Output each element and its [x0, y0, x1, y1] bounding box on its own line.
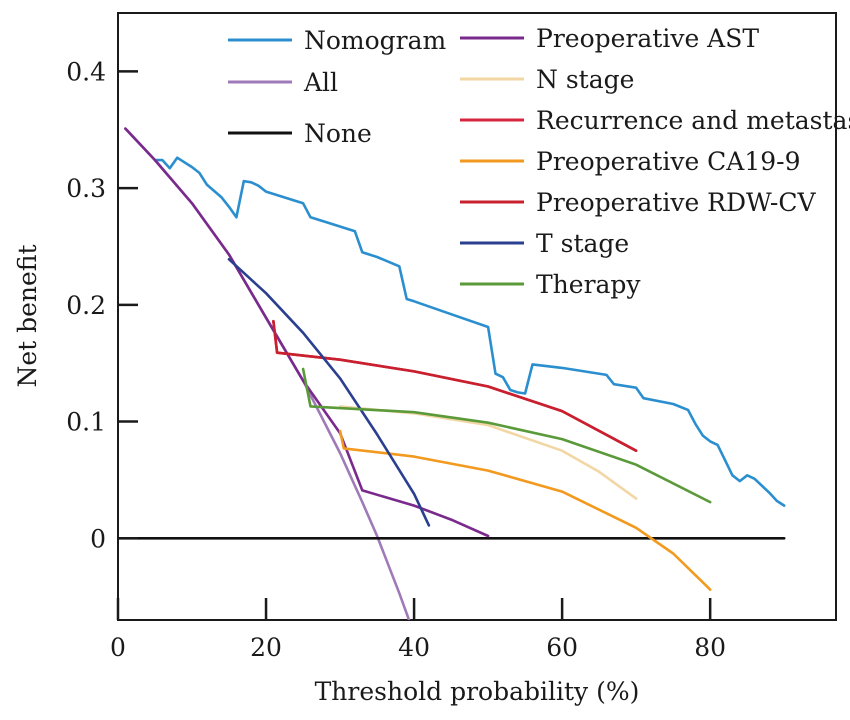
legend-label: All: [303, 68, 338, 97]
legend-item-preoperative-rdw-cv: Preoperative RDW-CV: [460, 188, 816, 217]
y-tick-label: 0.4: [66, 57, 106, 86]
series-line-nomogram: [153, 156, 786, 507]
legend-item-n-stage: N stage: [460, 65, 634, 94]
x-axis-title: Threshold probability (%): [315, 677, 640, 706]
legend-item-preoperative-ast: Preoperative AST: [460, 24, 759, 53]
x-tick-label: 20: [250, 633, 282, 662]
legend-label: Preoperative CA19-9: [536, 147, 801, 176]
plot-frame: [117, 12, 837, 621]
legend-label: Therapy: [536, 270, 641, 299]
series-line-preoperative-ast: [124, 127, 490, 538]
y-tick-label: 0.2: [66, 291, 106, 320]
x-tick-label: 80: [694, 633, 726, 662]
legend-item-t-stage: T stage: [460, 229, 629, 258]
y-ticks: 0 0.1 0.2 0.3 0.4: [66, 57, 138, 553]
series-line-therapy: [301, 367, 712, 504]
legend-label: Preoperative RDW-CV: [536, 188, 816, 217]
x-tick-label: 0: [110, 633, 126, 662]
legend-label: N stage: [536, 65, 634, 94]
x-tick-label: 60: [546, 633, 578, 662]
legend-item-therapy: Therapy: [460, 270, 641, 299]
legend-label: None: [304, 119, 372, 148]
legend-item-recurrence-and-metastasis: Recurrence and metastasis: [460, 106, 850, 135]
series-line-preoperative-rdw-cv: [272, 319, 638, 452]
y-tick-label: 0.3: [66, 174, 106, 203]
series-line-all: [124, 127, 411, 620]
x-ticks: 0 20 40 60 80: [110, 598, 726, 662]
legend-item-preoperative-ca19-9: Preoperative CA19-9: [460, 147, 801, 176]
series-line-preoperative-ca19-9: [338, 429, 712, 591]
y-tick-label: 0: [90, 524, 106, 553]
legend-label: Recurrence and metastasis: [536, 106, 850, 135]
legend-label: Preoperative AST: [536, 24, 759, 53]
legend: Nomogram All None Preoperative AST N stage Re…: [228, 24, 850, 299]
legend-label: T stage: [536, 229, 629, 258]
legend-item-all: All: [228, 68, 338, 97]
series-layer: [118, 127, 786, 620]
legend-item-none: None: [228, 119, 372, 148]
y-axis-title: Net benefit: [13, 244, 42, 387]
legend-label: Nomogram: [304, 26, 447, 55]
y-tick-label: 0.1: [66, 408, 106, 437]
x-tick-label: 40: [398, 633, 430, 662]
legend-item-nomogram: Nomogram: [228, 26, 447, 55]
series-line-t-stage: [227, 258, 431, 527]
